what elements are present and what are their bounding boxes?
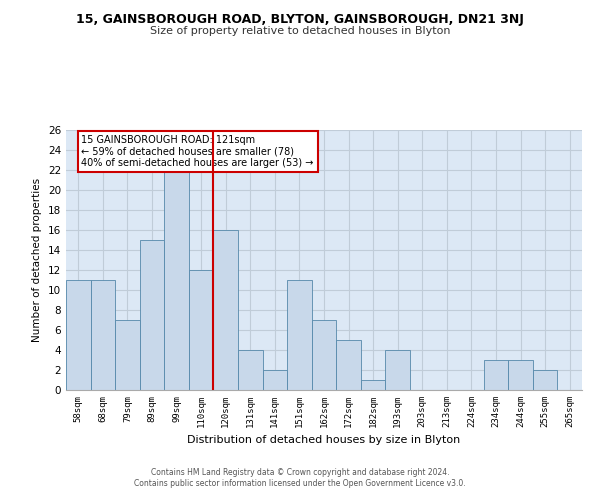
Text: Size of property relative to detached houses in Blyton: Size of property relative to detached ho… [150,26,450,36]
Bar [66,280,91,390]
Y-axis label: Number of detached properties: Number of detached properties [32,178,43,342]
Bar [140,240,164,390]
Text: 15 GAINSBOROUGH ROAD: 121sqm
← 59% of detached houses are smaller (78)
40% of se: 15 GAINSBOROUGH ROAD: 121sqm ← 59% of de… [82,135,314,168]
Bar [287,280,312,390]
Bar [484,360,508,390]
X-axis label: Distribution of detached houses by size in Blyton: Distribution of detached houses by size … [187,436,461,446]
Bar [115,320,140,390]
Bar [361,380,385,390]
Bar [91,280,115,390]
Text: 15, GAINSBOROUGH ROAD, BLYTON, GAINSBOROUGH, DN21 3NJ: 15, GAINSBOROUGH ROAD, BLYTON, GAINSBORO… [76,12,524,26]
Bar [533,370,557,390]
Bar [214,230,238,390]
Bar [508,360,533,390]
Bar [238,350,263,390]
Text: Contains HM Land Registry data © Crown copyright and database right 2024.
Contai: Contains HM Land Registry data © Crown c… [134,468,466,487]
Bar [164,170,189,390]
Bar [336,340,361,390]
Bar [385,350,410,390]
Bar [263,370,287,390]
Bar [189,270,214,390]
Bar [312,320,336,390]
